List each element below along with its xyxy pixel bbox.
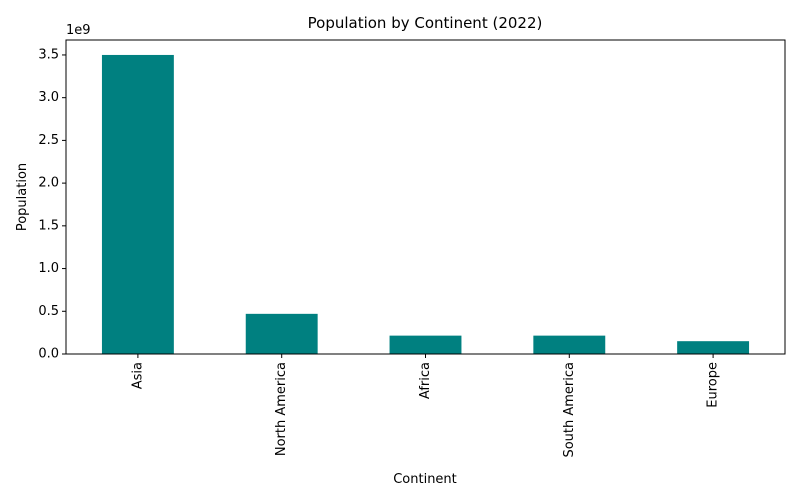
chart-title: Population by Continent (2022) xyxy=(308,14,543,32)
x-tick-label: Africa xyxy=(418,362,433,399)
y-tick-label: 3.0 xyxy=(38,90,59,105)
bar-series xyxy=(101,54,750,354)
x-tick-label: South America xyxy=(562,362,577,458)
y-axis-offset-label: 1e9 xyxy=(66,23,91,38)
bar-europe xyxy=(677,341,750,354)
bar-north-america xyxy=(245,313,318,354)
y-tick-label: 0.5 xyxy=(38,304,59,319)
x-tick-label: Asia xyxy=(130,362,145,389)
x-tick-label: North America xyxy=(274,362,289,456)
y-tick-label: 2.5 xyxy=(38,133,59,148)
y-tick-label: 1.5 xyxy=(38,218,59,233)
y-axis-label: Population xyxy=(15,163,30,231)
bar-south-america xyxy=(533,335,606,354)
y-tick-label: 3.5 xyxy=(38,47,59,62)
bar-africa xyxy=(389,335,462,354)
x-axis-label: Continent xyxy=(393,472,457,487)
y-tick-label: 0.0 xyxy=(38,347,59,362)
bar-asia xyxy=(101,54,174,354)
y-tick-label: 2.0 xyxy=(38,176,59,191)
x-tick-label: Europe xyxy=(706,362,721,408)
plot-frame xyxy=(65,39,786,355)
y-axis-ticks: 0.0 0.5 1.0 1.5 2.0 2.5 3.0 3.5 xyxy=(38,47,66,362)
y-tick-label: 1.0 xyxy=(38,261,59,276)
x-axis-ticks: Asia North America Africa South America Euro… xyxy=(130,354,721,458)
